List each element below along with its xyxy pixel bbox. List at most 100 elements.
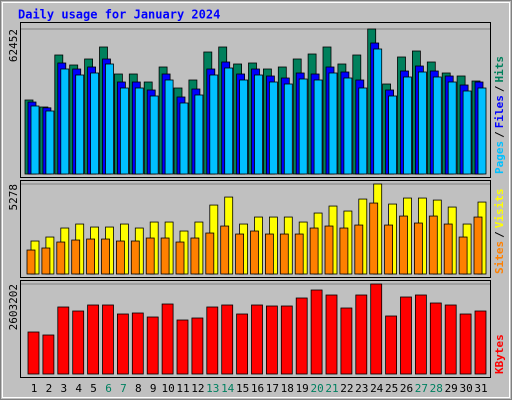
- bar: [194, 94, 204, 175]
- bar: [221, 304, 234, 375]
- bar: [373, 48, 383, 175]
- x-tick-label: 3: [60, 382, 67, 395]
- bar: [145, 237, 155, 275]
- y-tick-label: 2603202: [7, 284, 20, 330]
- bar: [160, 237, 170, 275]
- x-tick-label: 15: [236, 382, 249, 395]
- bar: [428, 215, 438, 275]
- bar: [458, 236, 468, 275]
- bar: [325, 294, 338, 375]
- x-tick-label: 11: [176, 382, 189, 395]
- bar: [130, 240, 140, 275]
- x-tick-label: 4: [75, 382, 82, 395]
- bar: [388, 95, 398, 175]
- bar: [358, 87, 368, 175]
- x-tick-label: 6: [105, 382, 112, 395]
- bar: [26, 249, 36, 275]
- bar: [117, 313, 129, 375]
- bar: [384, 224, 394, 275]
- bar: [101, 238, 110, 275]
- bar: [294, 233, 304, 275]
- legend-separator: /: [493, 85, 506, 92]
- bar: [400, 296, 412, 375]
- bar: [328, 72, 338, 175]
- bar: [295, 297, 308, 375]
- x-tick-label: 23: [355, 382, 368, 395]
- bar: [340, 307, 353, 375]
- bar: [45, 110, 55, 175]
- x-tick-label: 19: [296, 382, 309, 395]
- bar: [355, 294, 368, 375]
- bar: [474, 310, 487, 375]
- bar: [164, 79, 174, 175]
- bar: [220, 225, 230, 275]
- bar: [354, 224, 364, 275]
- bar: [236, 313, 249, 375]
- bar: [71, 239, 81, 275]
- x-tick-label: 10: [161, 382, 174, 395]
- bar: [102, 304, 114, 375]
- bar: [72, 310, 85, 375]
- legend-entry: Visits: [493, 189, 506, 229]
- chart-title: Daily usage for January 2024: [18, 8, 220, 22]
- x-tick-label: 2: [46, 382, 53, 395]
- legend-entry: Files: [493, 95, 506, 128]
- x-tick-label: 17: [266, 382, 279, 395]
- bar: [310, 289, 323, 375]
- bar: [254, 74, 263, 175]
- bar: [250, 230, 259, 275]
- x-tick-label: 9: [150, 382, 157, 395]
- bar: [149, 95, 159, 175]
- bar: [283, 83, 293, 175]
- x-tick-label: 21: [325, 382, 338, 395]
- x-tick-label: 20: [310, 382, 323, 395]
- bar: [179, 102, 189, 175]
- bar: [90, 72, 99, 175]
- bar: [86, 238, 95, 275]
- x-tick-label: 5: [90, 382, 97, 395]
- bar: [477, 87, 487, 175]
- bar: [385, 315, 398, 375]
- bar: [239, 79, 249, 175]
- legend-entry: Hits: [493, 56, 506, 83]
- bar: [190, 237, 200, 275]
- bar: [265, 305, 278, 375]
- legend-entry: KBytes: [493, 334, 506, 374]
- bar: [224, 67, 234, 175]
- bar: [175, 241, 185, 275]
- bar: [369, 202, 379, 275]
- bar: [146, 316, 159, 375]
- bar: [42, 334, 55, 375]
- bar: [462, 90, 472, 175]
- legend-separator: /: [493, 231, 506, 238]
- legend-entry: Sites: [493, 241, 506, 274]
- bar: [56, 241, 66, 275]
- bar: [134, 87, 144, 175]
- bar: [370, 283, 383, 375]
- bar: [268, 81, 278, 175]
- x-tick-label: 1: [31, 382, 38, 395]
- bar: [473, 216, 483, 275]
- bar: [432, 76, 442, 175]
- bar: [57, 306, 70, 375]
- bar: [459, 313, 472, 375]
- bar: [87, 304, 99, 375]
- bar: [447, 81, 457, 175]
- bar: [206, 306, 219, 375]
- x-tick-label: 26: [400, 382, 413, 395]
- bar: [75, 74, 85, 175]
- bar: [161, 303, 174, 375]
- bar: [120, 87, 129, 175]
- bar: [324, 225, 334, 275]
- x-tick-label: 30: [459, 382, 472, 395]
- bar: [205, 232, 215, 275]
- bar: [444, 304, 457, 375]
- bar: [131, 312, 144, 375]
- bar: [343, 77, 353, 175]
- x-tick-label: 8: [135, 382, 142, 395]
- x-tick-label: 28: [430, 382, 443, 395]
- bar: [30, 105, 40, 175]
- x-tick-label: 22: [340, 382, 353, 395]
- bar: [280, 305, 293, 375]
